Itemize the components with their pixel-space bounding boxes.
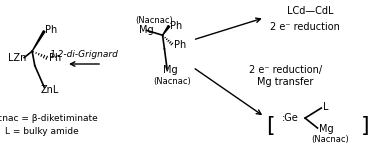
Text: [: [ [266,116,274,136]
Text: ZnL: ZnL [40,85,59,95]
Text: LCd—CdL: LCd—CdL [287,6,333,16]
Text: 2 e⁻ reduction: 2 e⁻ reduction [270,22,340,32]
Text: L: L [323,102,329,112]
Text: (Nacnac): (Nacnac) [311,135,349,144]
Text: LZn: LZn [8,53,27,63]
Text: Mg: Mg [319,124,334,134]
Text: Mg transfer: Mg transfer [257,77,313,87]
Text: :Ge: :Ge [282,113,298,123]
Text: Mg: Mg [139,25,154,35]
Polygon shape [32,31,45,51]
Polygon shape [163,26,170,35]
Text: Nacnac = β-diketiminate: Nacnac = β-diketiminate [0,114,98,123]
Text: ]: ] [361,116,369,136]
Text: (Nacnac): (Nacnac) [135,16,173,25]
Text: (Nacnac): (Nacnac) [153,77,191,86]
Text: Mg: Mg [163,65,177,75]
Text: Ph: Ph [174,40,186,50]
Text: 2 e⁻ reduction/: 2 e⁻ reduction/ [249,65,322,75]
Text: Ph: Ph [170,21,182,31]
Text: 1,2-di-Grignard: 1,2-di-Grignard [50,50,118,59]
Text: Ph: Ph [49,53,61,63]
Text: L = bulky amide: L = bulky amide [5,128,79,136]
Text: Ph: Ph [45,25,57,35]
